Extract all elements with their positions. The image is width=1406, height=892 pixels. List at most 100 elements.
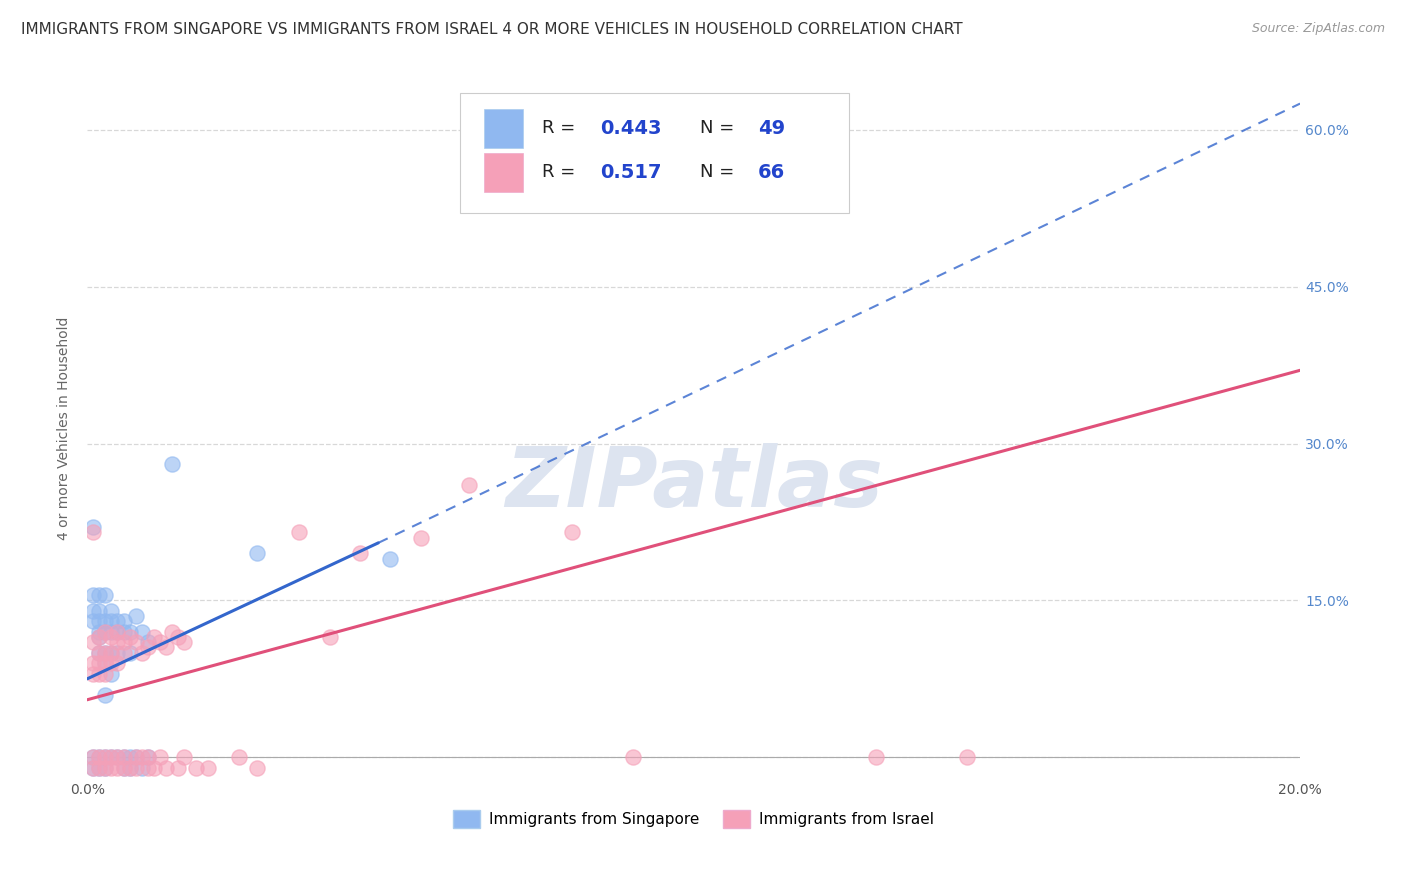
Point bbox=[458, 478, 481, 492]
Point bbox=[107, 635, 129, 649]
Point bbox=[94, 588, 117, 602]
Point bbox=[349, 546, 371, 560]
Point bbox=[100, 761, 122, 775]
Point bbox=[94, 688, 117, 702]
Point bbox=[107, 656, 129, 670]
FancyBboxPatch shape bbox=[460, 93, 849, 212]
Text: R =: R = bbox=[541, 163, 586, 181]
Point bbox=[160, 624, 183, 639]
Point bbox=[82, 635, 104, 649]
Point bbox=[136, 635, 159, 649]
Point bbox=[112, 750, 135, 764]
Point bbox=[94, 624, 117, 639]
Point bbox=[155, 640, 177, 655]
Point bbox=[94, 761, 117, 775]
Point bbox=[118, 624, 141, 639]
Point bbox=[409, 531, 432, 545]
Point bbox=[131, 624, 153, 639]
Point bbox=[94, 646, 117, 660]
Point bbox=[94, 624, 117, 639]
Point bbox=[89, 656, 111, 670]
Point bbox=[89, 761, 111, 775]
Point bbox=[112, 750, 135, 764]
Point bbox=[100, 750, 122, 764]
Point bbox=[82, 615, 104, 629]
Point bbox=[955, 750, 977, 764]
Point bbox=[149, 635, 172, 649]
Text: ZIPatlas: ZIPatlas bbox=[505, 443, 883, 524]
Point bbox=[89, 630, 111, 644]
Text: 49: 49 bbox=[758, 119, 785, 137]
Point bbox=[107, 761, 129, 775]
Point bbox=[142, 761, 165, 775]
Point bbox=[82, 761, 104, 775]
Point bbox=[124, 761, 146, 775]
Point bbox=[186, 761, 208, 775]
Point bbox=[94, 646, 117, 660]
Point bbox=[100, 646, 122, 660]
Point bbox=[82, 520, 104, 534]
Point bbox=[246, 761, 269, 775]
Point bbox=[118, 630, 141, 644]
Point bbox=[131, 750, 153, 764]
Point bbox=[197, 761, 219, 775]
Point bbox=[228, 750, 250, 764]
Point bbox=[100, 615, 122, 629]
Point bbox=[107, 624, 129, 639]
Point bbox=[124, 609, 146, 624]
Point bbox=[94, 750, 117, 764]
Point bbox=[112, 624, 135, 639]
Text: N =: N = bbox=[700, 120, 740, 137]
Point bbox=[124, 635, 146, 649]
Point bbox=[94, 615, 117, 629]
Point bbox=[173, 750, 195, 764]
Y-axis label: 4 or more Vehicles in Household: 4 or more Vehicles in Household bbox=[58, 316, 72, 540]
Point bbox=[82, 604, 104, 618]
Point bbox=[100, 666, 122, 681]
Point bbox=[100, 656, 122, 670]
Point bbox=[89, 750, 111, 764]
Point bbox=[82, 656, 104, 670]
Point bbox=[149, 750, 172, 764]
Point bbox=[561, 525, 583, 540]
Text: 0.517: 0.517 bbox=[600, 163, 662, 182]
Point bbox=[173, 635, 195, 649]
Point bbox=[288, 525, 311, 540]
Point bbox=[124, 750, 146, 764]
Point bbox=[82, 750, 104, 764]
Text: IMMIGRANTS FROM SINGAPORE VS IMMIGRANTS FROM ISRAEL 4 OR MORE VEHICLES IN HOUSEH: IMMIGRANTS FROM SINGAPORE VS IMMIGRANTS … bbox=[21, 22, 963, 37]
Point bbox=[167, 761, 190, 775]
Point bbox=[246, 546, 269, 560]
Point bbox=[107, 615, 129, 629]
Text: Source: ZipAtlas.com: Source: ZipAtlas.com bbox=[1251, 22, 1385, 36]
Point bbox=[89, 588, 111, 602]
Point bbox=[136, 761, 159, 775]
Point bbox=[118, 761, 141, 775]
Point bbox=[89, 646, 111, 660]
FancyBboxPatch shape bbox=[484, 109, 523, 147]
Point bbox=[89, 750, 111, 764]
Point bbox=[82, 666, 104, 681]
Point bbox=[865, 750, 887, 764]
Text: R =: R = bbox=[541, 120, 581, 137]
Text: 0.443: 0.443 bbox=[600, 119, 662, 137]
Point bbox=[89, 615, 111, 629]
Point bbox=[124, 750, 146, 764]
Point bbox=[136, 750, 159, 764]
Point bbox=[621, 750, 644, 764]
Legend: Immigrants from Singapore, Immigrants from Israel: Immigrants from Singapore, Immigrants fr… bbox=[447, 804, 941, 834]
Point bbox=[112, 615, 135, 629]
Point bbox=[107, 750, 129, 764]
Point bbox=[380, 551, 402, 566]
Point bbox=[118, 646, 141, 660]
Point bbox=[131, 761, 153, 775]
Point bbox=[155, 761, 177, 775]
Point bbox=[94, 750, 117, 764]
Point bbox=[142, 630, 165, 644]
Point bbox=[89, 761, 111, 775]
Point bbox=[89, 604, 111, 618]
Point bbox=[107, 646, 129, 660]
Point bbox=[136, 750, 159, 764]
FancyBboxPatch shape bbox=[484, 153, 523, 192]
Point bbox=[107, 750, 129, 764]
